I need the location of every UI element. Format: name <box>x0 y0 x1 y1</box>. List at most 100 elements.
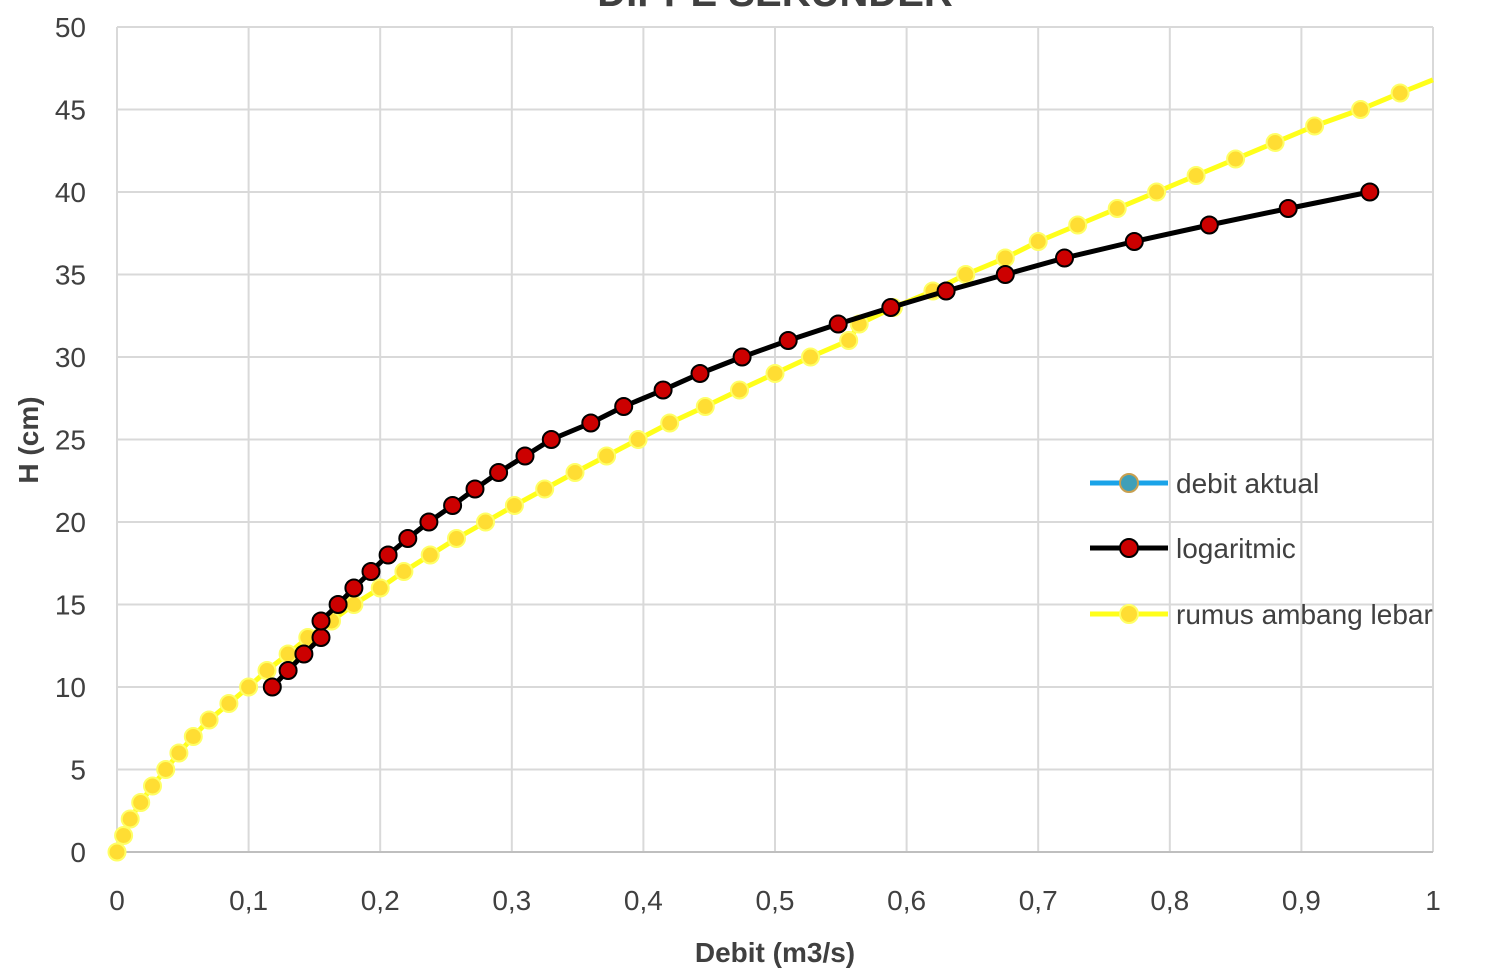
data-point <box>361 562 381 581</box>
data-point <box>183 727 203 746</box>
data-point <box>120 809 140 829</box>
data-point <box>1199 215 1219 235</box>
x-tick-label: 0,6 <box>887 885 926 916</box>
series-layer <box>107 77 1434 862</box>
data-point <box>114 826 134 845</box>
data-point <box>219 694 239 713</box>
data-point <box>199 710 219 730</box>
y-tick-label: 0 <box>70 837 86 868</box>
data-point <box>1360 182 1380 202</box>
data-point <box>881 298 901 317</box>
y-tick-label: 10 <box>55 672 86 703</box>
data-point <box>839 331 859 350</box>
x-tick-label: 0,4 <box>624 885 663 916</box>
data-point <box>239 677 259 697</box>
data-point <box>828 314 848 334</box>
x-tick-label: 0,7 <box>1019 885 1058 916</box>
data-point <box>311 611 331 631</box>
data-point <box>311 628 331 647</box>
data-point <box>257 661 277 680</box>
data-point <box>131 793 151 812</box>
data-point <box>156 760 176 779</box>
data-point <box>565 463 585 482</box>
data-point <box>1186 166 1206 185</box>
data-point <box>1390 83 1410 103</box>
data-point <box>541 430 561 449</box>
data-point <box>344 595 364 614</box>
data-point <box>936 281 956 301</box>
data-point <box>394 562 414 581</box>
data-point <box>732 347 752 367</box>
x-tick-label: 0,3 <box>492 885 531 916</box>
data-point <box>107 842 127 862</box>
data-point <box>1124 232 1144 251</box>
legend-label: logaritmic <box>1176 533 1296 564</box>
data-point <box>1147 182 1167 202</box>
data-point <box>535 479 555 499</box>
y-tick-label: 50 <box>55 12 86 43</box>
y-tick-label: 40 <box>55 177 86 208</box>
data-point <box>1055 248 1074 268</box>
data-point <box>398 529 418 548</box>
data-point <box>294 644 314 664</box>
y-tick-labels: 0 5 10 15 20 25 30 35 40 45 50 <box>55 12 86 868</box>
x-tick-label: 0,2 <box>361 885 400 916</box>
data-point <box>628 430 648 449</box>
data-point <box>443 496 463 515</box>
data-point <box>956 265 976 284</box>
data-point <box>370 578 390 598</box>
data-point <box>995 248 1015 268</box>
data-point <box>801 347 820 367</box>
data-point <box>344 578 364 598</box>
y-tick-label: 45 <box>55 95 86 126</box>
data-point <box>476 512 495 532</box>
legend-marker <box>1119 604 1139 624</box>
x-tick-label: 1 <box>1425 885 1441 916</box>
y-tick-label: 5 <box>70 755 86 786</box>
data-point <box>1351 100 1371 119</box>
x-tick-label: 0,1 <box>229 885 268 916</box>
y-tick-label: 15 <box>55 590 86 621</box>
data-point <box>690 364 710 383</box>
y-tick-label: 30 <box>55 342 86 373</box>
series-rumus-ambang-lebar <box>107 77 1434 862</box>
legend-label: rumus ambang lebar <box>1176 599 1433 630</box>
chart-title: DIPPE SEKUNDER <box>597 0 953 15</box>
x-tick-label: 0,9 <box>1282 885 1321 916</box>
series-logaritmic <box>262 182 1380 697</box>
data-point <box>1107 199 1127 218</box>
data-point <box>419 512 439 532</box>
data-point <box>328 595 348 614</box>
data-point <box>420 545 440 565</box>
legend-label: debit aktual <box>1176 468 1319 499</box>
data-point <box>1305 116 1325 136</box>
y-tick-label: 20 <box>55 507 86 538</box>
data-point <box>614 397 634 416</box>
x-tick-label: 0 <box>109 885 125 916</box>
data-point <box>1028 232 1048 251</box>
data-point <box>515 446 535 466</box>
data-point <box>995 265 1015 284</box>
data-point <box>489 463 509 482</box>
data-point <box>653 380 673 400</box>
data-point <box>695 397 715 416</box>
legend: debit aktual logaritmic rumus ambang lebar <box>1090 468 1433 630</box>
data-point <box>778 331 798 350</box>
data-point <box>378 545 398 565</box>
legend-marker <box>1119 538 1139 558</box>
data-point <box>1278 199 1298 218</box>
data-point <box>660 413 680 433</box>
data-point <box>143 776 162 796</box>
y-tick-label: 25 <box>55 425 86 456</box>
data-point <box>278 661 298 680</box>
data-point <box>1265 133 1285 152</box>
data-point <box>597 446 617 466</box>
data-point <box>262 677 282 697</box>
legend-marker <box>1119 473 1139 493</box>
data-point <box>447 529 466 548</box>
data-point <box>1068 215 1088 235</box>
data-point <box>730 380 749 400</box>
gridlines <box>116 26 1434 853</box>
data-point <box>504 496 524 515</box>
